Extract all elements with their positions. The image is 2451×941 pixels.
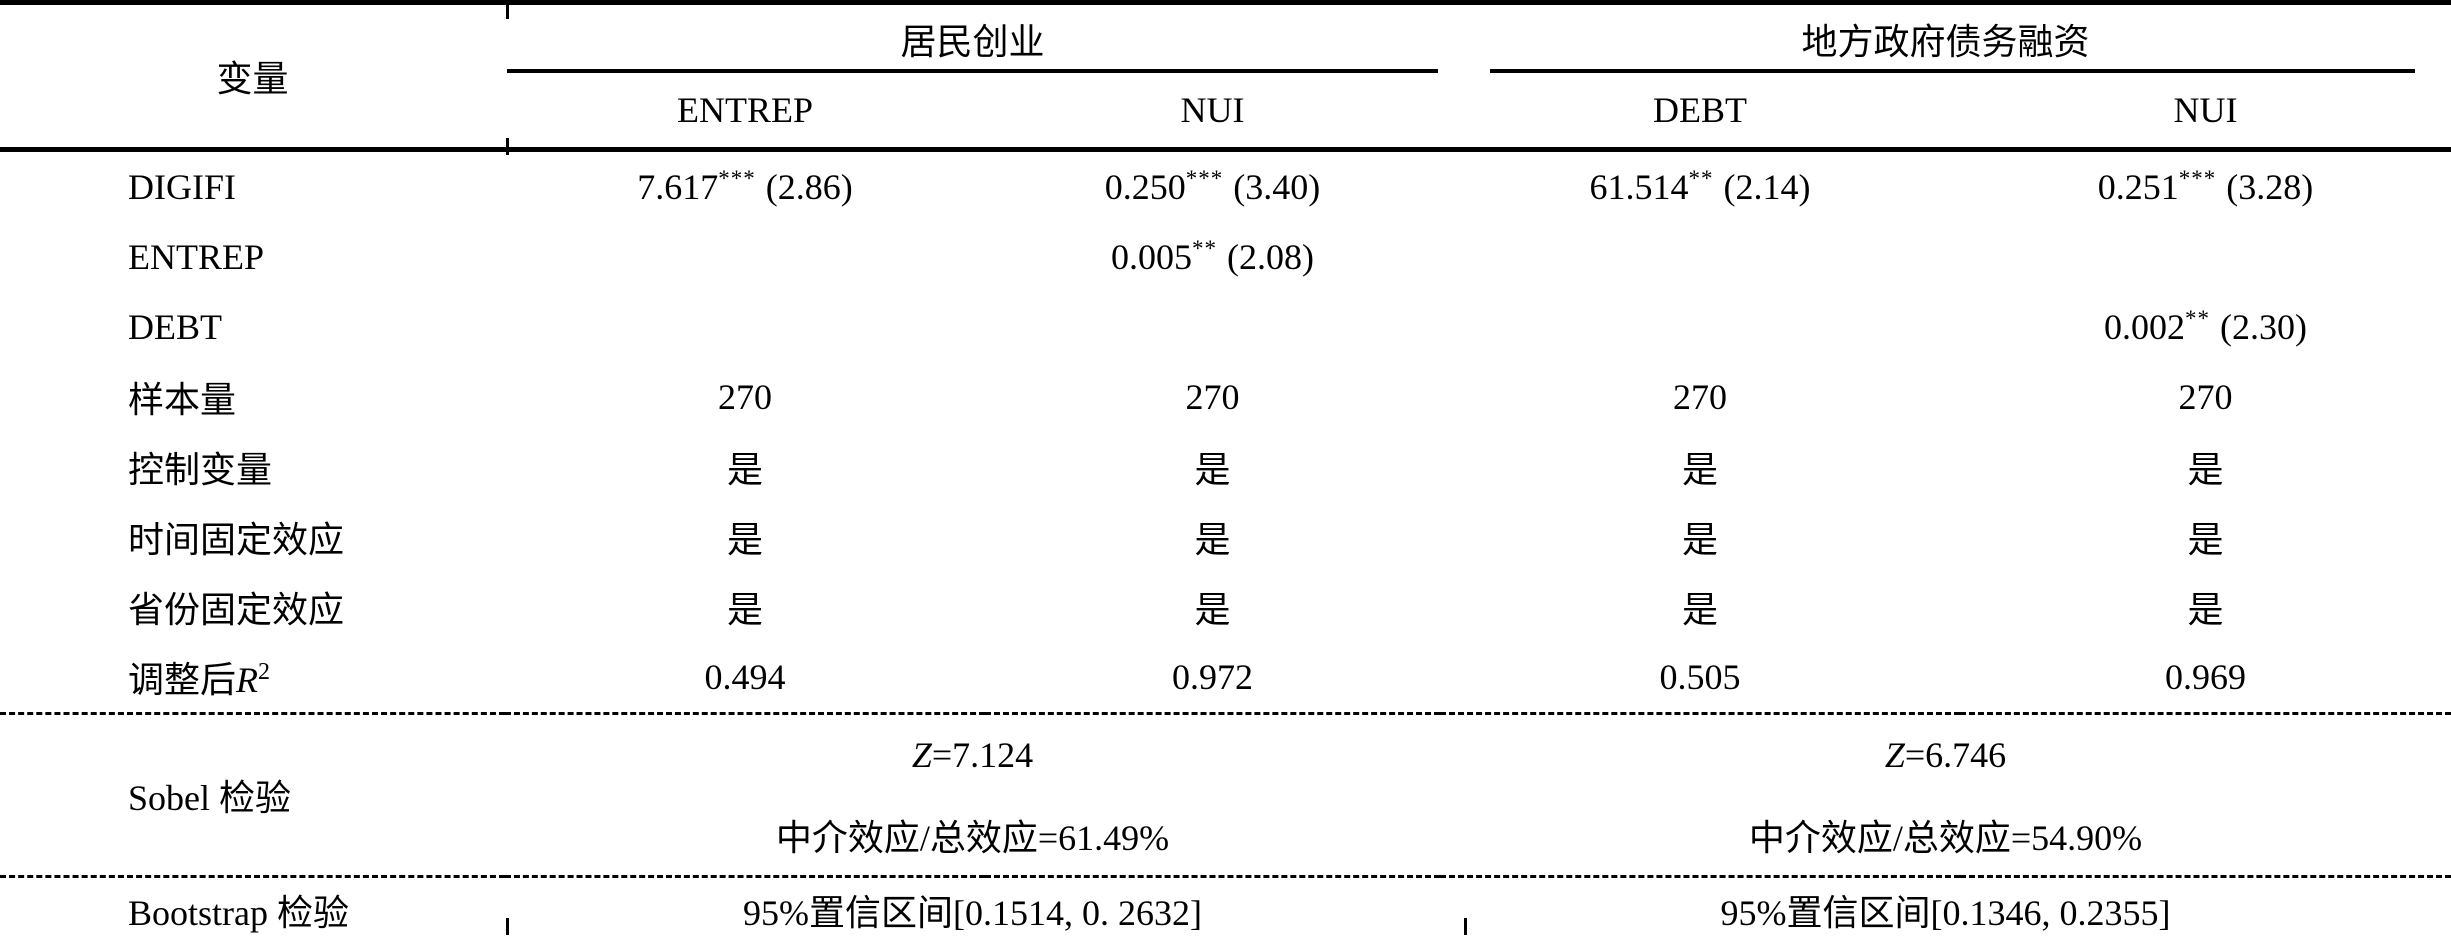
row-label: 调整后R2 (128, 659, 271, 700)
row-label: 样本量 (128, 380, 237, 420)
coef-cell: 7.617*** (2.86) (637, 166, 853, 207)
value-cell: 是 (1194, 590, 1231, 630)
row-digifi: DIGIFI 7.617*** (2.86) 0.250*** (3.40) 61.… (0, 150, 2451, 223)
row-sample-size: 样本量 270 270 270 270 (0, 362, 2451, 432)
empty-cell (985, 292, 1440, 362)
value-cell: 是 (2187, 590, 2224, 630)
coef-cell: 61.514** (2.14) (1589, 166, 1811, 207)
value-cell: 270 (1673, 377, 1728, 417)
sobel-z-right: Z =6.746 (1884, 735, 2007, 775)
column-rule-mark (1464, 918, 1467, 935)
sobel-right-cell: Z =6.746 中介效应/总效应=54.90% (1440, 712, 2451, 877)
empty-cell (1440, 292, 1960, 362)
value-cell: 是 (726, 450, 763, 490)
group-underline (1490, 69, 2416, 73)
row-label: Sobel 检验 (0, 712, 505, 877)
sobel-left-cell: Z =7.124 中介效应/总效应=61.49% (505, 712, 1441, 877)
row-controls: 控制变量 是 是 是 是 (0, 432, 2451, 502)
value-cell: 是 (1194, 520, 1231, 560)
group-header-label: 地方政府债务融资 (1801, 22, 2090, 62)
math-var-r: R (236, 660, 259, 700)
coef-cell: 0.251*** (3.28) (2097, 166, 2314, 207)
value-cell: 0.494 (704, 657, 786, 697)
value-cell: 0.972 (1172, 657, 1253, 697)
empty-cell (505, 292, 985, 362)
row-label: 省份固定效应 (128, 590, 345, 630)
group-header-row: 变量 居民创业 地方政府债务融资 (0, 2, 2451, 152)
value-cell: 是 (2187, 520, 2224, 560)
sobel-z-left: Z =7.124 (911, 735, 1034, 775)
row-entrep: ENTREP 0.005** (2.08) (0, 222, 2451, 292)
value-cell: 是 (726, 590, 763, 630)
group-underline (507, 69, 1439, 73)
group-header-local-gov-debt: 地方政府债务融资 (1440, 3, 2451, 73)
empty-cell (1960, 222, 2451, 292)
value-cell: 是 (1682, 520, 1719, 560)
sobel-ratio-left: 中介效应/总效应=61.49% (775, 818, 1170, 858)
row-label: Bootstrap 检验 (0, 875, 505, 941)
row-label: 时间固定效应 (128, 520, 345, 560)
value-cell: 0.969 (2165, 657, 2247, 697)
coef-cell: 0.005** (2.08) (1111, 236, 1314, 277)
bootstrap-ci-left: 95%置信区间[0.1514, 0. 2632] (505, 875, 1441, 941)
col-header-nui-2: NUI (1960, 73, 2451, 152)
value-cell: 是 (1194, 450, 1231, 490)
value-cell: 270 (718, 377, 772, 417)
group-header-resident-entrepreneurship: 居民创业 (505, 3, 1440, 73)
variable-column-header: 变量 (0, 2, 505, 152)
row-label: ENTREP (128, 237, 265, 277)
col-header-debt: DEBT (1440, 73, 1961, 152)
value-cell: 270 (1185, 377, 1240, 417)
column-rule-mark (506, 138, 509, 155)
row-time-fixed-effects: 时间固定效应 是 是 是 是 (0, 502, 2451, 572)
value-cell: 是 (1682, 590, 1719, 630)
row-province-fixed-effects: 省份固定效应 是 是 是 是 (0, 572, 2451, 642)
row-bootstrap-test: Bootstrap 检验 95%置信区间[0.1514, 0. 2632] 95… (0, 875, 2451, 941)
empty-cell (505, 222, 985, 292)
row-debt: DEBT 0.002** (2.30) (0, 292, 2451, 362)
column-header-row: ENTREP NUI DEBT NUI (0, 73, 2451, 152)
row-sobel-test: Sobel 检验 Z =7.124 中介效应/总效应=61.49% Z =6.746… (0, 712, 2451, 877)
row-label: DIGIFI (128, 167, 236, 207)
value-cell: 是 (1682, 450, 1719, 490)
value-cell: 是 (2187, 450, 2224, 490)
coef-cell: 0.002** (2.30) (2104, 306, 2308, 347)
column-rule-mark (506, 918, 509, 935)
row-adjusted-r2: 调整后R2 0.494 0.972 0.505 0.969 (0, 642, 2451, 714)
col-header-entrep: ENTREP (505, 73, 985, 152)
empty-cell (1440, 222, 1960, 292)
bootstrap-ci-right: 95%置信区间[0.1346, 0.2355] (1440, 875, 2451, 941)
value-cell: 是 (726, 520, 763, 560)
row-label: DEBT (128, 307, 222, 347)
coef-cell: 0.250*** (3.40) (1104, 166, 1321, 207)
group-header-label: 居民创业 (900, 22, 1045, 62)
value-cell: 0.505 (1659, 657, 1741, 697)
col-header-nui-1: NUI (985, 73, 1441, 152)
value-cell: 270 (2178, 377, 2233, 417)
sobel-ratio-right: 中介效应/总效应=54.90% (1748, 818, 2143, 858)
row-label: 控制变量 (128, 450, 273, 490)
column-rule-mark (506, 2, 509, 19)
